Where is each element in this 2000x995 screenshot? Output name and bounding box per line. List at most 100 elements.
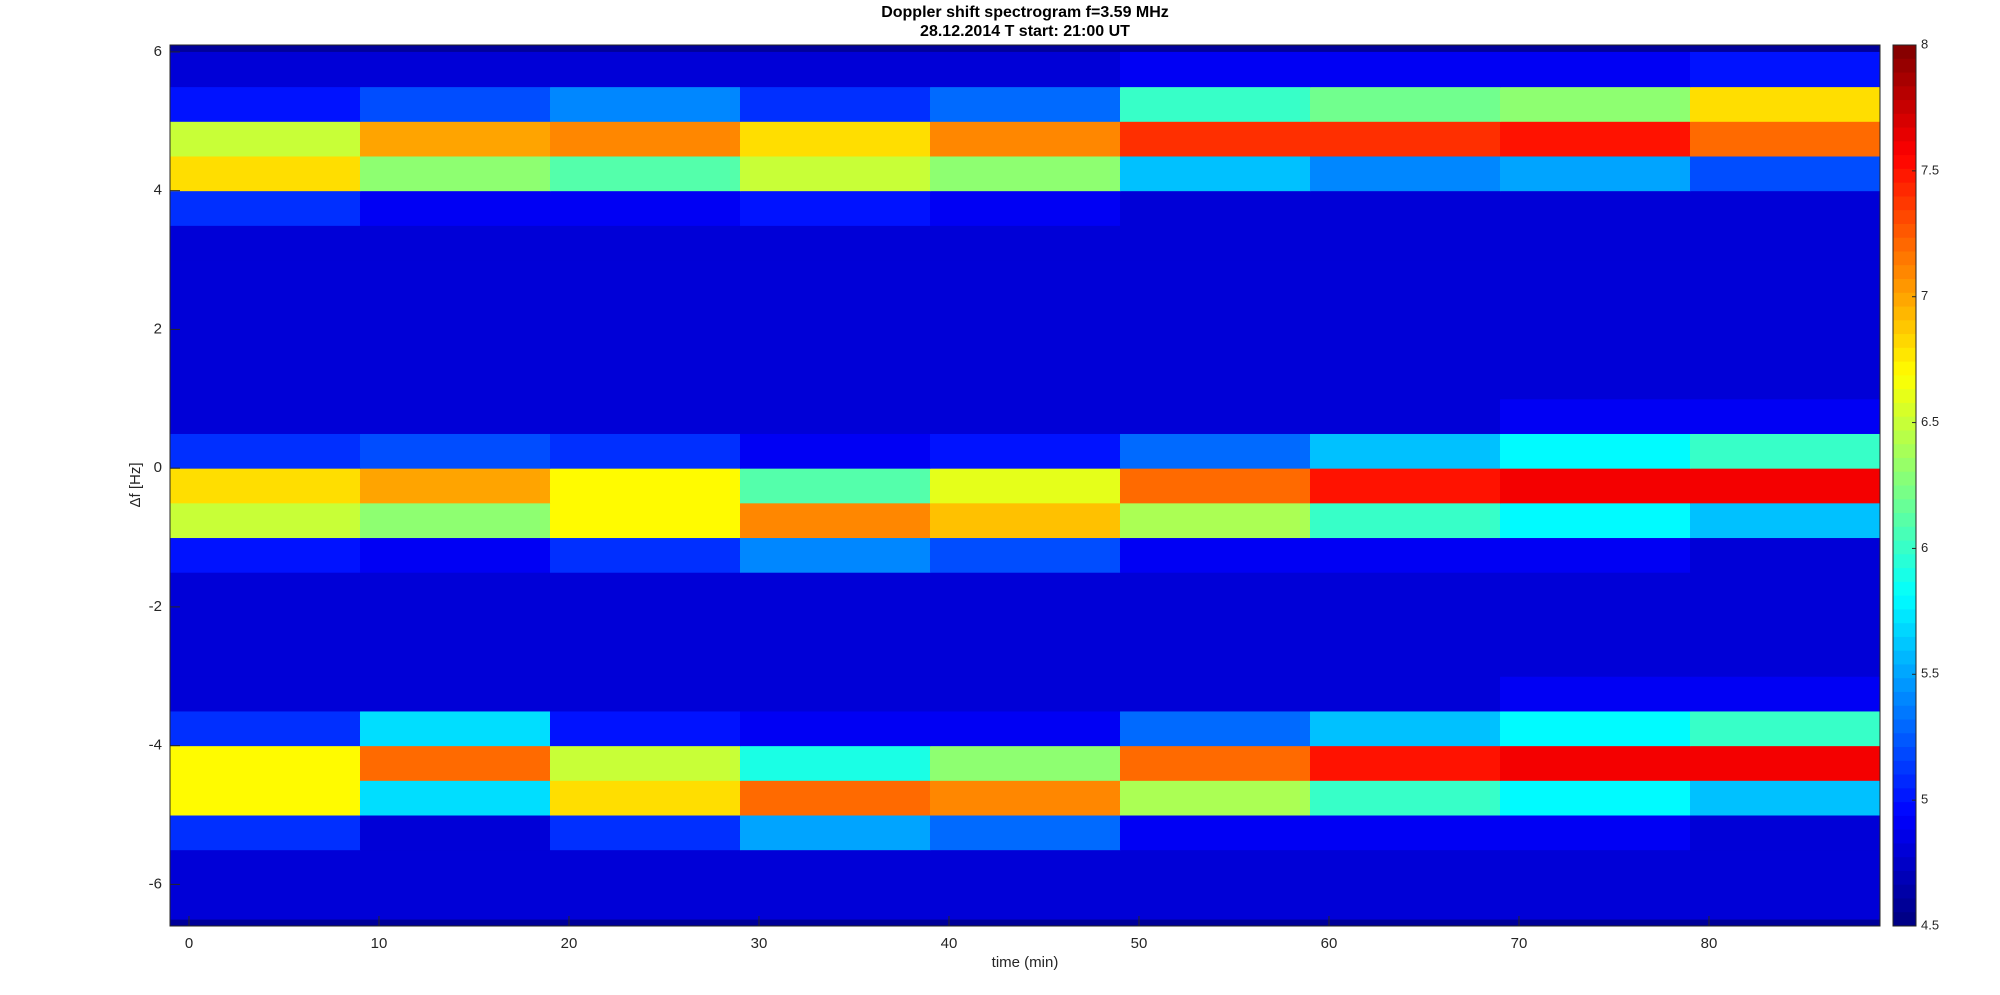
x-tick-label: 30: [751, 935, 768, 952]
y-tick-label: -4: [149, 737, 162, 754]
colorbar-tick-label: 5.5: [1921, 666, 1939, 681]
colorbar-segment: [1893, 155, 1916, 170]
colorbar-segment: [1893, 499, 1916, 514]
heatmap-cell: [930, 572, 1121, 608]
heatmap-cell: [1310, 398, 1501, 434]
colorbar-segment: [1893, 292, 1916, 308]
x-tick-label: 40: [941, 935, 958, 952]
heatmap-cell: [550, 121, 741, 157]
heatmap-cell: [930, 502, 1121, 539]
heatmap-cell: [170, 849, 361, 885]
colorbar-segment: [1893, 912, 1916, 927]
heatmap-cell: [1500, 502, 1691, 539]
heatmap-cell: [1500, 86, 1691, 122]
heatmap-cell: [1120, 86, 1311, 122]
heatmap-cell: [930, 225, 1121, 261]
heatmap-cell: [170, 51, 361, 88]
heatmap-cell: [1690, 884, 1881, 920]
heatmap-cell: [1690, 86, 1881, 122]
x-tick-label: 10: [371, 935, 388, 952]
colorbar-segment: [1893, 802, 1916, 817]
colorbar-segment: [1893, 444, 1916, 459]
heatmap-cell: [360, 468, 551, 504]
heatmap-cell: [1310, 86, 1501, 122]
heatmap-cell: [360, 745, 551, 781]
colorbar-segment: [1893, 320, 1916, 335]
heatmap-cell: [740, 537, 931, 573]
heatmap-cell: [740, 121, 931, 157]
heatmap-cell: [930, 190, 1121, 226]
heatmap-cell: [1500, 260, 1691, 296]
heatmap-cell: [1690, 815, 1881, 851]
heatmap-cell: [1690, 676, 1881, 712]
heatmap-cell: [1500, 780, 1691, 816]
heatmap-cell: [740, 745, 931, 781]
heatmap-cell: [740, 190, 931, 226]
colorbar-segment: [1893, 664, 1916, 679]
colorbar-segment: [1893, 829, 1916, 844]
heatmap-cell: [550, 849, 741, 885]
heatmap-cell: [1500, 537, 1691, 573]
heatmap-cell: [930, 468, 1121, 504]
heatmap-cell: [930, 294, 1121, 330]
heatmap-cell: [1310, 329, 1501, 365]
colorbar-segment: [1893, 127, 1916, 142]
heatmap-cell: [1310, 190, 1501, 226]
colorbar-segment: [1893, 595, 1916, 610]
heatmap-cell: [1120, 121, 1311, 157]
heatmap-cell: [1690, 710, 1881, 747]
colorbar-segment: [1893, 141, 1916, 156]
y-axis-label: Δf [Hz]: [127, 462, 144, 507]
heatmap-cell: [360, 225, 551, 261]
heatmap-cell: [1500, 606, 1691, 643]
heatmap-cell: [360, 329, 551, 365]
y-tick-label: 2: [154, 320, 162, 337]
colorbar-segment: [1893, 857, 1916, 872]
heatmap-cell: [550, 155, 741, 192]
heatmap-cell: [1310, 849, 1501, 885]
heatmap-cell: [170, 225, 361, 261]
x-tick-label: 80: [1701, 935, 1718, 952]
heatmap-cell: [930, 780, 1121, 816]
colorbar-segment: [1893, 306, 1916, 321]
heatmap-cell: [170, 121, 361, 157]
heatmap-cell: [550, 294, 741, 330]
heatmap-cell: [1310, 676, 1501, 712]
colorbar-segment: [1893, 581, 1916, 597]
heatmap-cell: [550, 225, 741, 261]
heatmap-cell: [1500, 745, 1691, 781]
heatmap-cell: [930, 884, 1121, 920]
heatmap-cell: [170, 86, 361, 122]
heatmap-cell: [1690, 260, 1881, 296]
colorbar-segment: [1893, 375, 1916, 390]
colorbar-tick-label: 7.5: [1921, 162, 1939, 177]
heatmap-cell: [1120, 225, 1311, 261]
colorbar-segment: [1893, 361, 1916, 376]
heatmap-cell: [550, 815, 741, 851]
colorbar-segment: [1893, 72, 1916, 87]
heatmap-cell: [1310, 780, 1501, 816]
heatmap-cell: [1500, 676, 1691, 712]
heatmap-cell: [360, 884, 551, 920]
colorbar-segment: [1893, 884, 1916, 899]
heatmap-cell: [1690, 606, 1881, 643]
heatmap-cell: [1690, 294, 1881, 330]
heatmap-cell: [170, 329, 361, 365]
heatmap-cell: [360, 294, 551, 330]
colorbar-segment: [1893, 898, 1916, 913]
heatmap-cell: [1120, 641, 1311, 677]
heatmap-cell: [740, 86, 931, 122]
heatmap-cell: [170, 155, 361, 192]
colorbar-segment: [1893, 210, 1916, 225]
heatmap-cell: [740, 364, 931, 400]
heatmap-cell: [360, 606, 551, 643]
heatmap-cell: [1120, 502, 1311, 539]
heatmap-cell: [170, 502, 361, 539]
heatmap-cell: [930, 433, 1121, 469]
heatmap-cell: [930, 537, 1121, 573]
heatmap-cell: [550, 780, 741, 816]
heatmap-cell: [1690, 51, 1881, 88]
heatmap-cell: [930, 745, 1121, 781]
colorbar-segment: [1893, 457, 1916, 473]
heatmap-cell: [1500, 849, 1691, 885]
